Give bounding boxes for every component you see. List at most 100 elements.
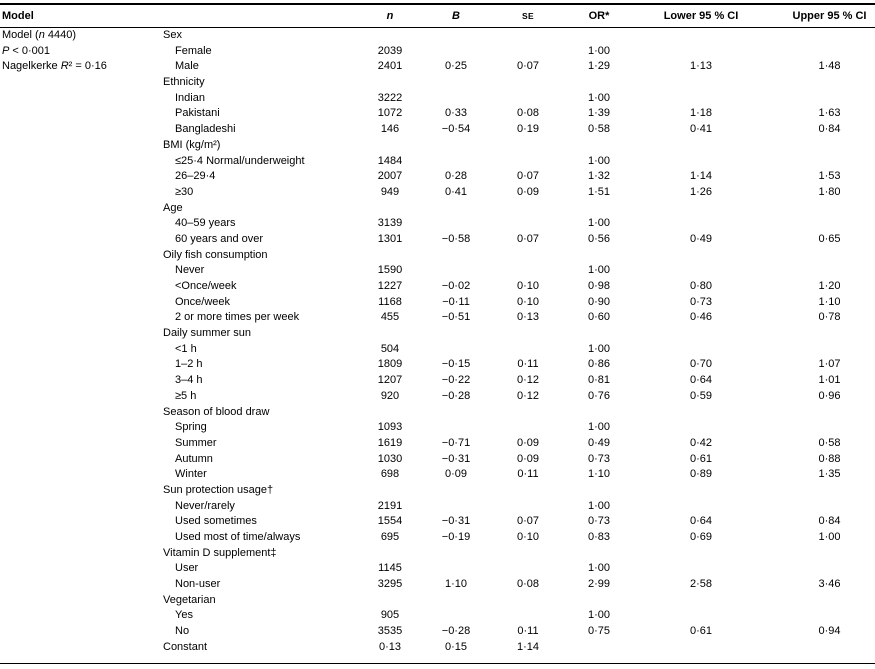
cell-lower: 0·61 xyxy=(689,452,713,465)
cell-model xyxy=(0,373,160,389)
cell-lower: 0·42 xyxy=(689,436,713,449)
cell-se xyxy=(492,420,564,436)
row-label: Once/week xyxy=(175,295,231,308)
cell-se xyxy=(492,28,564,44)
cell-b xyxy=(420,91,492,107)
cell-or: 0·98 xyxy=(587,280,611,292)
row-label: Pakistani xyxy=(175,107,220,120)
table-rows: Sex Female 2039 1·00 Male 2401 0·25 0·07… xyxy=(0,28,875,656)
cell-se: 0·07 xyxy=(516,170,540,183)
row-label: 2 or more times per week xyxy=(175,311,300,324)
cell-n: 2191 xyxy=(377,499,403,512)
table-body: Model (n 4440) P < 0·001 Nagelkerke R² =… xyxy=(0,28,875,656)
cell-or: 1·29 xyxy=(587,60,611,73)
cell-model xyxy=(0,405,160,421)
table-row: Vegetarian xyxy=(0,593,875,609)
cell-lower: 0·89 xyxy=(689,468,713,481)
cell-b: −0·28 xyxy=(441,625,471,638)
cell-se xyxy=(492,216,564,232)
table-row: Season of blood draw xyxy=(0,405,875,421)
cell-or: 2·99 xyxy=(587,578,611,591)
cell-b xyxy=(420,405,492,421)
cell-model xyxy=(0,499,160,515)
cell-b xyxy=(420,44,492,60)
table-row: ≤25·4 Normal/underweight 1484 1·00 xyxy=(0,154,875,170)
cell-n: 2401 xyxy=(377,60,403,73)
row-label: Indian xyxy=(175,91,205,104)
table-row: Indian 3222 1·00 xyxy=(0,91,875,107)
row-label: 1–2 h xyxy=(175,358,203,371)
cell-model xyxy=(0,467,160,483)
cell-or xyxy=(564,28,634,44)
cell-upper xyxy=(744,561,875,577)
cell-lower: 0·64 xyxy=(689,374,713,387)
cell-n xyxy=(360,326,420,342)
cell-upper: 1·35 xyxy=(818,468,841,481)
table-row: 3–4 h 1207 −0·22 0·12 0·81 0·64 1·01 xyxy=(0,373,875,389)
row-label: Spring xyxy=(175,421,207,434)
cell-model xyxy=(0,357,160,373)
cell-se: 0·12 xyxy=(516,389,540,402)
cell-upper: 1·07 xyxy=(818,358,841,371)
cell-model xyxy=(0,138,160,154)
row-label: Never/rarely xyxy=(175,499,235,512)
row-label: Female xyxy=(175,44,212,57)
cell-or xyxy=(564,138,634,154)
cell-upper: 1·00 xyxy=(818,531,841,543)
cell-model xyxy=(0,561,160,577)
cell-lower xyxy=(634,420,744,436)
cell-n: 905 xyxy=(380,609,400,622)
table-row: Daily summer sun xyxy=(0,326,875,342)
cell-lower xyxy=(634,201,744,217)
cell-n: 455 xyxy=(380,311,400,324)
cell-n: 0·13 xyxy=(378,640,402,653)
cell-n: 1590 xyxy=(377,264,403,277)
model-info: Model (n 4440) P < 0·001 Nagelkerke R² =… xyxy=(2,28,160,75)
cell-or xyxy=(564,405,634,421)
cell-b: 0·33 xyxy=(444,107,468,120)
cell-model xyxy=(0,310,160,326)
table-row: BMI (kg/m²) xyxy=(0,138,875,154)
cell-upper xyxy=(744,44,875,60)
row-label: Yes xyxy=(175,609,193,622)
cell-lower: 2·58 xyxy=(689,578,713,591)
table-row: 2 or more times per week 455 −0·51 0·13 … xyxy=(0,310,875,326)
row-label: Season of blood draw xyxy=(163,405,270,418)
cell-se: 0·12 xyxy=(516,374,540,387)
cell-model xyxy=(0,420,160,436)
table-row: Ethnicity xyxy=(0,75,875,91)
cell-se: 0·07 xyxy=(516,60,540,73)
cell-upper: 0·78 xyxy=(818,311,841,324)
cell-upper: 0·58 xyxy=(818,436,841,449)
cell-b: −0·54 xyxy=(441,123,471,136)
cell-or xyxy=(564,593,634,609)
cell-se xyxy=(492,561,564,577)
cell-b xyxy=(420,546,492,562)
cell-upper xyxy=(744,138,875,154)
cell-or: 0·76 xyxy=(587,389,611,402)
row-label: <1 h xyxy=(175,342,197,355)
row-label: Vegetarian xyxy=(163,593,216,606)
table-row: ≥30 949 0·41 0·09 1·51 1·26 1·80 xyxy=(0,185,875,201)
column-header-upper-ci: Upper 95 % CI xyxy=(792,10,867,22)
table-row: Pakistani 1072 0·33 0·08 1·39 1·18 1·63 xyxy=(0,106,875,122)
cell-b: −0·31 xyxy=(441,515,471,528)
cell-model xyxy=(0,577,160,593)
cell-or xyxy=(564,640,634,656)
row-label: Non-user xyxy=(175,578,221,591)
table-row: Bangladeshi 146 −0·54 0·19 0·58 0·41 0·8… xyxy=(0,122,875,138)
cell-b: −0·19 xyxy=(441,531,471,543)
cell-or xyxy=(564,483,634,499)
table-row: Never/rarely 2191 1·00 xyxy=(0,499,875,515)
cell-lower xyxy=(634,326,744,342)
cell-b: −0·51 xyxy=(441,311,471,324)
cell-lower: 0·46 xyxy=(689,311,713,324)
cell-b: −0·02 xyxy=(441,280,471,292)
cell-or: 0·81 xyxy=(587,374,611,387)
cell-lower: 1·26 xyxy=(689,185,713,198)
cell-b: −0·28 xyxy=(441,389,471,402)
cell-or: 1·39 xyxy=(587,107,611,120)
cell-upper: 0·94 xyxy=(818,625,841,638)
table-row: Sun protection usage† xyxy=(0,483,875,499)
row-label: Sun protection usage† xyxy=(163,483,274,496)
